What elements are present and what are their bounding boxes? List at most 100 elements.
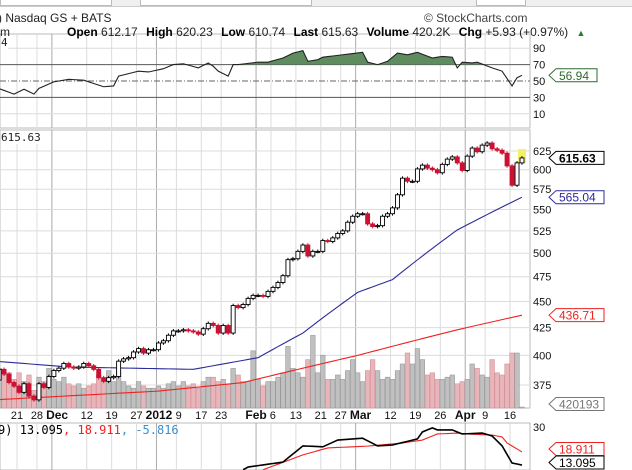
candlestick (265, 289, 271, 299)
candle-body (36, 383, 42, 401)
volume-bar (165, 383, 172, 409)
candlestick (454, 155, 460, 165)
x-tick-label: 12 (81, 410, 93, 422)
candlestick (300, 243, 306, 254)
volume-bar (439, 379, 445, 409)
volume-bar (225, 383, 231, 409)
candle-body (160, 340, 166, 344)
last-price-tag-text: 615.63 (559, 151, 596, 165)
x-tick-label: 9 (176, 410, 182, 422)
candlestick (156, 341, 161, 352)
candlestick (414, 167, 420, 184)
candlestick (380, 214, 386, 228)
x-tick-label: 12 (384, 410, 396, 422)
x-tick-label: Apr (455, 408, 476, 422)
quote-label: Low (221, 25, 249, 39)
candle-body (126, 357, 132, 360)
candlestick (91, 363, 97, 372)
quote-summary: Open 612.17 High 620.23 Low 610.74 Last … (67, 25, 585, 39)
candlestick (190, 329, 196, 334)
candle-body (484, 142, 490, 146)
candle-body (101, 377, 107, 382)
candle-body (295, 250, 301, 260)
candlestick (146, 347, 151, 355)
x-tick-label: 28 (31, 410, 43, 422)
candle-body (225, 325, 231, 334)
volume-bar (434, 379, 440, 409)
volume-bar (514, 352, 520, 409)
x-tick-label: 21 (315, 410, 327, 422)
x-tick-label: 13 (290, 410, 302, 422)
x-tick-label: 19 (409, 410, 421, 422)
sma-long-tag-box (548, 308, 605, 323)
candlestick (489, 141, 495, 151)
candle-body (165, 334, 171, 342)
volume-bar (145, 387, 152, 409)
candlestick (225, 323, 231, 335)
x-tick-label: 27 (335, 410, 347, 422)
candlestick (275, 280, 281, 290)
candle-body (509, 165, 515, 186)
candle-body (499, 149, 505, 154)
x-tick-label: 16 (504, 410, 516, 422)
volume-bar (125, 385, 132, 409)
volume-bar (280, 372, 286, 409)
candle-body (180, 329, 186, 332)
candlestick (270, 285, 276, 294)
candlestick (51, 368, 57, 379)
tab-fragment[interactable] (476, 0, 526, 6)
candle-body (474, 147, 480, 153)
candlestick (66, 361, 72, 369)
volume-bar (424, 374, 430, 409)
candle-body (444, 158, 450, 165)
candle-body (315, 250, 321, 253)
volume-bar (11, 379, 17, 409)
candle-body (464, 155, 470, 171)
macd-signal-tag: 18.911 (548, 442, 605, 457)
candle-body (424, 164, 430, 169)
candlestick (165, 333, 171, 343)
candlestick (230, 303, 236, 335)
macd-tag: 13.095 (548, 455, 605, 470)
rsi-tick-label: 90 (533, 43, 545, 55)
candlestick (390, 206, 395, 216)
candle-body (240, 304, 246, 309)
candlestick (405, 176, 410, 184)
volume-bar (489, 359, 495, 409)
x-tick-label: 21 (11, 410, 23, 422)
rsi-tag-box (548, 68, 598, 83)
candle-body (190, 330, 196, 333)
histogram-value: -5.816 (135, 423, 179, 437)
volume-bar (91, 383, 97, 409)
candle-body (494, 148, 500, 151)
candlestick (31, 394, 37, 402)
volume-bar (330, 379, 336, 409)
volume-bar (160, 387, 167, 409)
candle-body (156, 342, 161, 351)
volume-bar (235, 374, 241, 409)
candle-body (360, 213, 366, 216)
candle-body (514, 162, 520, 186)
volume-bar (210, 376, 216, 409)
x-tick-label: 9 (482, 410, 488, 422)
macd-tick-label: 30 (533, 422, 545, 434)
candlestick (434, 167, 440, 175)
candle-body (260, 294, 266, 297)
quote-value: 620.23 (176, 25, 217, 39)
volume-bar (419, 359, 426, 409)
candle-body (285, 259, 291, 277)
candlestick (101, 375, 107, 384)
macd-value: 13.095 (19, 423, 64, 437)
candle-body (385, 213, 390, 217)
candle-body (81, 363, 87, 368)
candlestick (235, 303, 241, 310)
candlestick (509, 164, 515, 188)
candlestick (151, 347, 156, 352)
macd-tag-box (548, 455, 605, 470)
candlestick (81, 361, 87, 369)
candle-body (355, 213, 361, 217)
candle-body (275, 282, 281, 288)
quote-label: Open (67, 25, 102, 39)
tab-fragment[interactable] (140, 0, 312, 6)
tab-fragment[interactable] (0, 0, 112, 6)
